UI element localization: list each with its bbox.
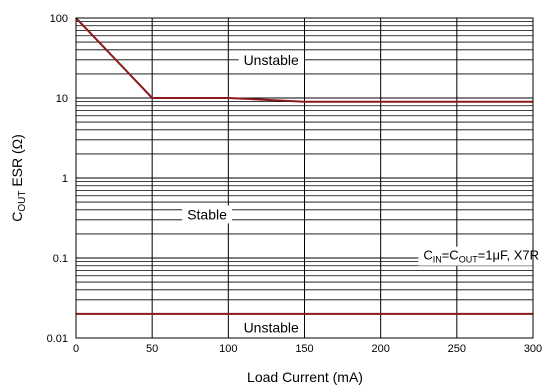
x-tick-label: 100 <box>219 343 237 355</box>
series-layer <box>75 17 533 315</box>
unstable-bottom-label-background <box>238 318 305 337</box>
y-tick-label: 100 <box>50 13 68 25</box>
test-condition-label-part: C <box>423 248 432 263</box>
unstable-top-label-background <box>238 50 305 69</box>
y-axis-title: COUT ESR (Ω) <box>9 134 28 222</box>
x-tick-label: 200 <box>371 343 389 355</box>
x-tick-label: 300 <box>524 343 542 355</box>
boundary-line-1 <box>75 17 533 103</box>
plot-frame <box>75 17 534 339</box>
unstable-bottom-label-text: Unstable <box>244 320 299 336</box>
annotation-layer: Unstable Stable Unstable CIN=COUT=1μF, X7R <box>182 50 545 337</box>
y-tick-label: 0.1 <box>53 253 68 265</box>
test-condition-label-part: IN <box>433 255 442 265</box>
test-condition-label-part: =1μF, X7R <box>478 248 539 263</box>
test-condition-label-text: CIN=COUT=1μF, X7R <box>423 248 539 265</box>
x-tick-labels: 0 50 100 150 200 250 300 <box>73 343 542 355</box>
stable-region-label-text: Stable <box>187 206 227 222</box>
x-tick-label: 150 <box>295 343 313 355</box>
test-condition-label-part: OUT <box>459 255 479 265</box>
x-tick-label: 250 <box>448 343 466 355</box>
test-condition-label-background <box>418 246 545 266</box>
y-axis-title-subscript: OUT <box>17 191 28 212</box>
unstable-bottom-label: Unstable <box>238 318 305 337</box>
stable-region-label-background <box>182 205 233 224</box>
test-condition-label-part: =C <box>442 248 459 263</box>
x-axis-title: Load Current (mA) <box>247 369 363 385</box>
unstable-top-label-text: Unstable <box>244 52 299 68</box>
y-tick-label: 1 <box>62 173 68 185</box>
test-condition-label: CIN=COUT=1μF, X7R <box>418 246 545 266</box>
unstable-top-label: Unstable <box>238 50 305 69</box>
y-tick-label: 0.01 <box>47 333 68 345</box>
y-tick-label: 10 <box>56 93 68 105</box>
x-tick-label: 50 <box>146 343 158 355</box>
stable-region-label: Stable <box>182 205 233 224</box>
x-tick-label: 0 <box>73 343 79 355</box>
y-tick-labels: 0.01 0.1 1 10 100 <box>47 13 68 345</box>
y-axis-title-main: C <box>9 212 25 222</box>
y-axis-title-rest: ESR (Ω) <box>9 134 25 190</box>
